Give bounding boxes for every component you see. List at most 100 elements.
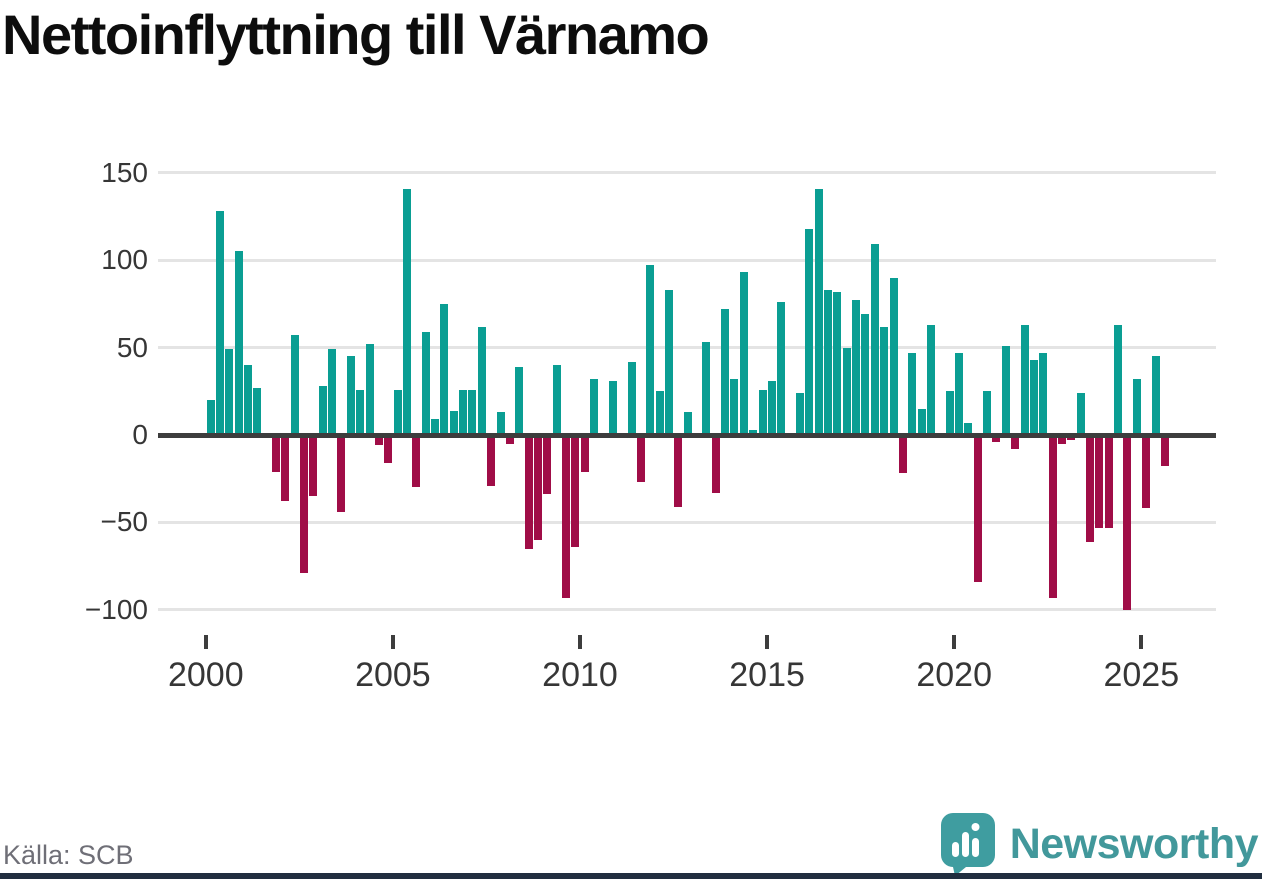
bar-2006q1 xyxy=(431,419,440,435)
x-axis-tick-label: 2005 xyxy=(355,656,431,694)
x-axis-tick-label: 2025 xyxy=(1103,656,1180,694)
gridline xyxy=(158,171,1216,175)
bar-2013q2 xyxy=(702,342,711,435)
bar-2023q2 xyxy=(1076,393,1085,435)
gridline xyxy=(158,258,1216,262)
bar-2025q3 xyxy=(1160,435,1169,467)
gridline xyxy=(158,608,1216,612)
x-axis-tick-label: 2000 xyxy=(167,656,244,694)
bar-2000q2 xyxy=(215,211,224,435)
bar-2013q4 xyxy=(721,309,730,435)
bar-2019q2 xyxy=(926,324,935,435)
bar-2020q3 xyxy=(973,435,982,582)
bar-2025q2 xyxy=(1151,356,1160,435)
x-axis-tick-label: 2020 xyxy=(916,656,992,694)
x-axis-tick-label: 2010 xyxy=(542,656,618,694)
bar-2012q2 xyxy=(664,289,673,435)
zero-axis-line xyxy=(158,432,1216,438)
bar-2011q2 xyxy=(627,361,636,435)
newsworthy-brand: Newsworthy xyxy=(940,812,1259,876)
y-axis-tick-label: −50 xyxy=(100,506,149,538)
bar-2008q3 xyxy=(524,435,533,549)
bar-2003q1 xyxy=(318,386,327,435)
bar-2019q1 xyxy=(917,408,926,435)
bar-2004q2 xyxy=(365,344,374,435)
bar-2012q4 xyxy=(683,412,692,435)
bar-2023q3 xyxy=(1086,435,1095,542)
bar-2004q4 xyxy=(384,435,393,463)
bar-2007q2 xyxy=(477,326,486,435)
bar-2014q2 xyxy=(739,272,748,435)
y-axis-tick-label: −100 xyxy=(84,593,148,625)
bar-2005q3 xyxy=(412,435,421,488)
y-axis-tick-label: 50 xyxy=(116,331,148,363)
y-axis-tick-label: 150 xyxy=(101,156,148,188)
bar-2018q3 xyxy=(898,435,907,474)
bar-2000q1 xyxy=(206,400,215,435)
bar-2021q1 xyxy=(992,435,1001,442)
bar-2008q1 xyxy=(505,435,514,444)
bar-2003q2 xyxy=(328,349,337,435)
footer-bar xyxy=(0,873,1262,879)
bar-2006q3 xyxy=(449,410,458,435)
bar-2009q4 xyxy=(571,435,580,547)
bar-2001q1 xyxy=(243,365,252,435)
bar-2023q4 xyxy=(1095,435,1104,528)
bar-2014q4 xyxy=(758,389,767,435)
bar-2024q2 xyxy=(1114,324,1123,435)
bar-2000q3 xyxy=(225,349,234,435)
bar-2022q2 xyxy=(1039,352,1048,435)
newsworthy-wordmark: Newsworthy xyxy=(1009,819,1259,868)
bar-2004q1 xyxy=(356,389,365,435)
bar-2010q2 xyxy=(590,379,599,435)
bar-2018q2 xyxy=(889,277,898,435)
x-axis-tick xyxy=(952,635,957,649)
bar-2022q1 xyxy=(1029,359,1038,435)
bar-2020q1 xyxy=(955,352,964,435)
bar-2020q2 xyxy=(964,422,973,435)
newsworthy-logo-icon xyxy=(940,812,996,876)
bar-2016q1 xyxy=(805,228,814,435)
bar-2002q2 xyxy=(290,335,299,435)
bar-2017q3 xyxy=(861,314,870,435)
bar-2001q4 xyxy=(271,435,280,472)
bar-2011q3 xyxy=(636,435,645,483)
bar-2017q2 xyxy=(852,300,861,435)
bar-2016q3 xyxy=(824,289,833,435)
bar-2014q3 xyxy=(749,429,758,435)
bar-2009q3 xyxy=(562,435,571,598)
bar-2014q1 xyxy=(730,379,739,435)
bar-2011q4 xyxy=(646,265,655,435)
bar-2007q1 xyxy=(468,389,477,435)
bar-2005q4 xyxy=(421,331,430,435)
bar-2002q4 xyxy=(309,435,318,497)
bar-2024q1 xyxy=(1104,435,1113,528)
bar-2018q4 xyxy=(908,352,917,435)
bar-2007q4 xyxy=(496,412,505,435)
bar-2007q3 xyxy=(487,435,496,486)
bar-2006q2 xyxy=(440,303,449,435)
bar-2016q2 xyxy=(814,188,823,435)
page-title: Nettoinflyttning till Värnamo xyxy=(2,3,710,66)
y-axis-tick-label: 0 xyxy=(132,419,148,450)
bar-2021q3 xyxy=(1011,435,1020,449)
bar-2000q4 xyxy=(234,251,243,435)
bar-2005q1 xyxy=(393,389,402,435)
bar-2016q4 xyxy=(833,291,842,435)
bar-2023q1 xyxy=(1067,435,1076,441)
bar-2020q4 xyxy=(983,391,992,435)
bar-2013q3 xyxy=(711,435,720,493)
x-axis-tick-label: 2015 xyxy=(729,656,805,694)
bar-2008q4 xyxy=(533,435,542,540)
bar-2021q4 xyxy=(1020,324,1029,435)
bar-2010q1 xyxy=(580,435,589,472)
x-axis-tick xyxy=(390,635,395,649)
bar-2002q3 xyxy=(300,435,309,574)
bar-2024q3 xyxy=(1123,435,1132,610)
bar-2021q2 xyxy=(1001,345,1010,435)
bar-2012q3 xyxy=(674,435,683,507)
y-axis-tick-label: 100 xyxy=(101,244,148,276)
x-axis-tick xyxy=(1139,635,1144,649)
